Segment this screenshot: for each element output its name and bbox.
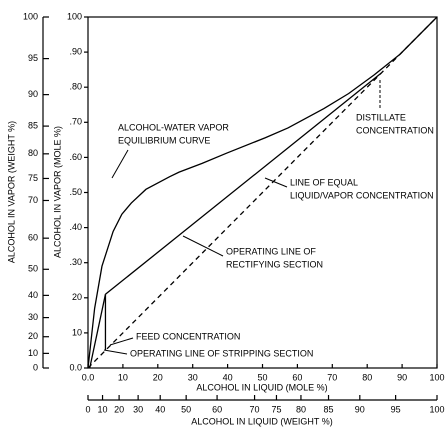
x-tick-label: 20	[153, 372, 163, 382]
y2-tick-label: 70	[28, 195, 38, 205]
x2-tick-label: 95	[391, 404, 401, 414]
y-tick-label: .50	[69, 187, 82, 197]
x2-tick-label: 75	[271, 404, 281, 414]
annotation: OPERATING LINE OF STRIPPING SECTION	[130, 348, 313, 358]
x2-tick-label: 70	[250, 404, 260, 414]
annotation-leader	[103, 349, 128, 355]
y2-tick-label: 100	[23, 11, 38, 21]
x-tick-label: 10	[118, 372, 128, 382]
y2-tick-label: 80	[28, 148, 38, 158]
annotation-leader	[182, 235, 224, 257]
series-line	[87, 16, 438, 369]
y2-tick-label: 90	[28, 89, 38, 99]
x2-tick-label: 50	[181, 404, 191, 414]
y-tick-label: .60	[69, 152, 82, 162]
annotation: FEED CONCENTRATION	[136, 331, 240, 341]
y2-axis-title: ALCOHOL IN VAPOR (WEIGHT %)	[6, 121, 16, 263]
annotation: OPERATING LINE OF	[226, 246, 316, 256]
x-tick-label: 80	[362, 372, 372, 382]
y2-tick-label: 20	[28, 331, 38, 341]
x-tick-label: 60	[292, 372, 302, 382]
x2-tick-label: 80	[296, 404, 306, 414]
y2-tick-label: 30	[28, 312, 38, 322]
x-axis-title: ALCOHOL IN LIQUID (MOLE %)	[196, 382, 327, 392]
y-tick-label: 100	[67, 11, 82, 21]
y-tick-label: .70	[69, 117, 82, 127]
x2-tick-label: 100	[429, 404, 444, 414]
y-tick-label: .30	[69, 257, 82, 267]
y-tick-label: 10	[72, 327, 82, 337]
x2-axis-title: ALCOHOL IN LIQUID (WEIGHT %)	[191, 416, 333, 426]
y-tick-label: .90	[69, 46, 82, 56]
annotation: DISTILLATE	[356, 112, 406, 122]
annotation: EQUILIBRIUM CURVE	[118, 135, 210, 145]
x2-tick-label: 60	[212, 404, 222, 414]
x-tick-label: 40	[223, 372, 233, 382]
y-tick-label: 20	[72, 292, 82, 302]
y-axis-title: ALCOHOL IN VAPOR (MOLE %)	[52, 126, 62, 258]
x2-tick-label: 0	[85, 404, 90, 414]
x-tick-label: 70	[327, 372, 337, 382]
y-tick-label: .80	[69, 82, 82, 92]
y2-tick-label: 95	[28, 53, 38, 63]
x2-tick-label: 10	[98, 404, 108, 414]
y2-tick-label: 10	[28, 348, 38, 358]
x-tick-label: 90	[397, 372, 407, 382]
annotation: LIQUID/VAPOR CONCENTRATION	[290, 190, 434, 200]
annotation-leader	[109, 337, 134, 346]
annotation: ALCOHOL-WATER VAPOR	[118, 122, 229, 132]
y2-tick-label: 50	[28, 264, 38, 274]
annotation: RECTIFYING SECTION	[226, 259, 323, 269]
y-tick-label: 0.0	[69, 362, 82, 372]
annotation-leader	[111, 149, 129, 179]
y2-tick-label: 40	[28, 290, 38, 300]
annotation: LINE OF EQUAL	[290, 177, 358, 187]
y2-tick-label: 85	[28, 120, 38, 130]
x-tick-label: 30	[188, 372, 198, 382]
x-tick-label: 0.0	[82, 372, 95, 382]
y2-tick-label: 60	[28, 233, 38, 243]
series-line	[105, 72, 382, 295]
annotation: CONCENTRATION	[356, 125, 434, 135]
x2-tick-label: 40	[155, 404, 165, 414]
y2-tick-label: 0	[33, 362, 38, 372]
y2-tick-label: 75	[28, 173, 38, 183]
y-tick-label: .40	[69, 222, 82, 232]
x-tick-label: 100	[429, 372, 444, 382]
x2-tick-label: 30	[133, 404, 143, 414]
x-tick-label: 50	[257, 372, 267, 382]
x2-tick-label: 20	[114, 404, 124, 414]
x2-tick-label: 90	[355, 404, 365, 414]
x2-tick-label: 85	[324, 404, 334, 414]
annotation-leader	[264, 177, 288, 188]
series-line	[89, 294, 107, 369]
series-line	[87, 16, 438, 369]
